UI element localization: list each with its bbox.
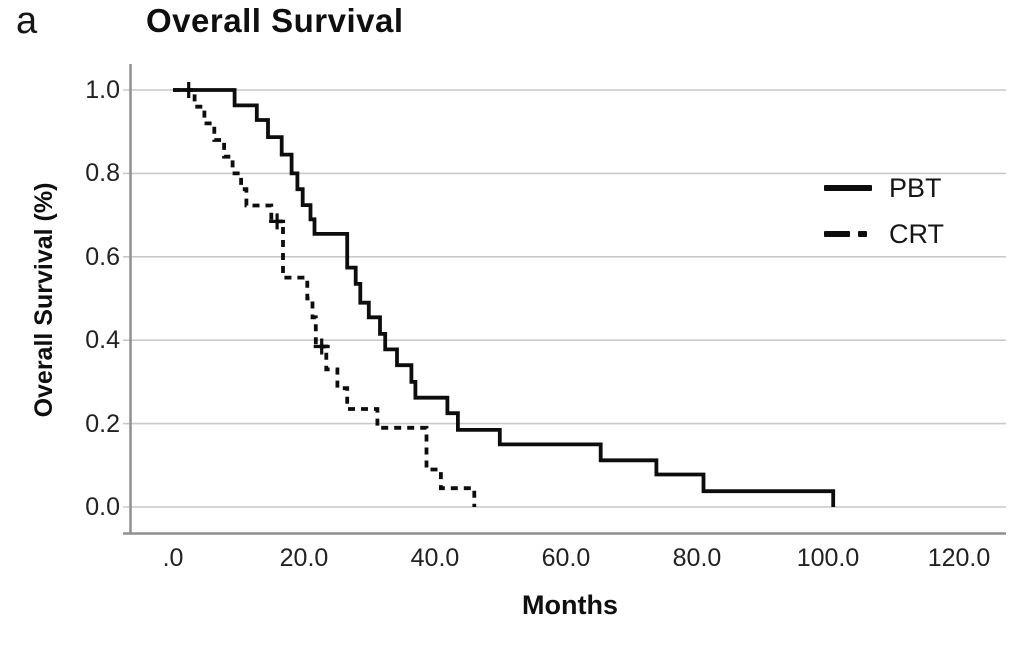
y-tick-label: 0.6 <box>85 242 120 271</box>
legend-item-pbt: PBT <box>824 173 944 203</box>
legend-label: PBT <box>889 172 942 203</box>
legend: PBT CRT <box>824 173 944 265</box>
x-tick-label: 60.0 <box>541 544 591 572</box>
y-tick-label: 1.0 <box>85 76 120 104</box>
crt-curve <box>173 88 477 507</box>
x-tick-label: 100.0 <box>796 544 860 572</box>
solid-line-icon <box>824 185 876 191</box>
legend-label: CRT <box>889 218 945 249</box>
x-tick-label: 120.0 <box>927 544 991 572</box>
dashed-line-icon <box>824 231 876 237</box>
y-tick-label: 0.4 <box>85 326 120 355</box>
y-tick-label: 0.2 <box>85 409 120 438</box>
x-tick-label: .0 <box>162 544 184 572</box>
x-tick-label: 40.0 <box>410 544 460 572</box>
x-tick-label: 80.0 <box>672 544 722 572</box>
chart-title: Overall Survival <box>146 2 404 39</box>
legend-item-crt: CRT <box>824 219 944 249</box>
x-axis-title: Months <box>522 590 618 620</box>
panel-label: a <box>16 0 38 42</box>
y-tick-label: 0.0 <box>85 493 120 521</box>
y-tick-label: 0.8 <box>85 159 120 188</box>
x-tick-label: 20.0 <box>279 544 329 572</box>
pbt-curve <box>173 88 836 507</box>
